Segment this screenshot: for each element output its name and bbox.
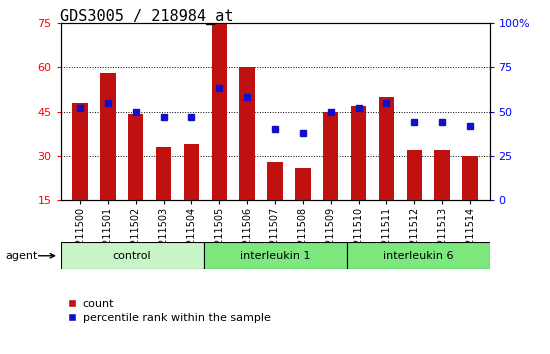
Bar xyxy=(406,150,422,200)
Bar xyxy=(379,97,394,200)
Bar xyxy=(323,112,338,200)
Bar xyxy=(434,150,450,200)
Bar xyxy=(100,73,116,200)
Bar xyxy=(184,144,199,200)
Bar xyxy=(60,242,204,269)
Text: interleukin 1: interleukin 1 xyxy=(240,251,310,261)
Bar xyxy=(463,156,477,200)
Bar xyxy=(239,67,255,200)
Text: agent: agent xyxy=(6,251,38,261)
Text: interleukin 6: interleukin 6 xyxy=(383,251,453,261)
Bar xyxy=(156,147,171,200)
Bar xyxy=(212,23,227,200)
Bar xyxy=(128,114,144,200)
Legend: count, percentile rank within the sample: count, percentile rank within the sample xyxy=(66,299,271,323)
Bar xyxy=(351,105,366,200)
Bar xyxy=(73,103,87,200)
Text: GDS3005 / 218984_at: GDS3005 / 218984_at xyxy=(60,9,234,25)
Bar xyxy=(267,162,283,200)
Text: control: control xyxy=(113,251,151,261)
Bar xyxy=(295,167,311,200)
Bar xyxy=(204,242,346,269)
Bar xyxy=(346,242,490,269)
